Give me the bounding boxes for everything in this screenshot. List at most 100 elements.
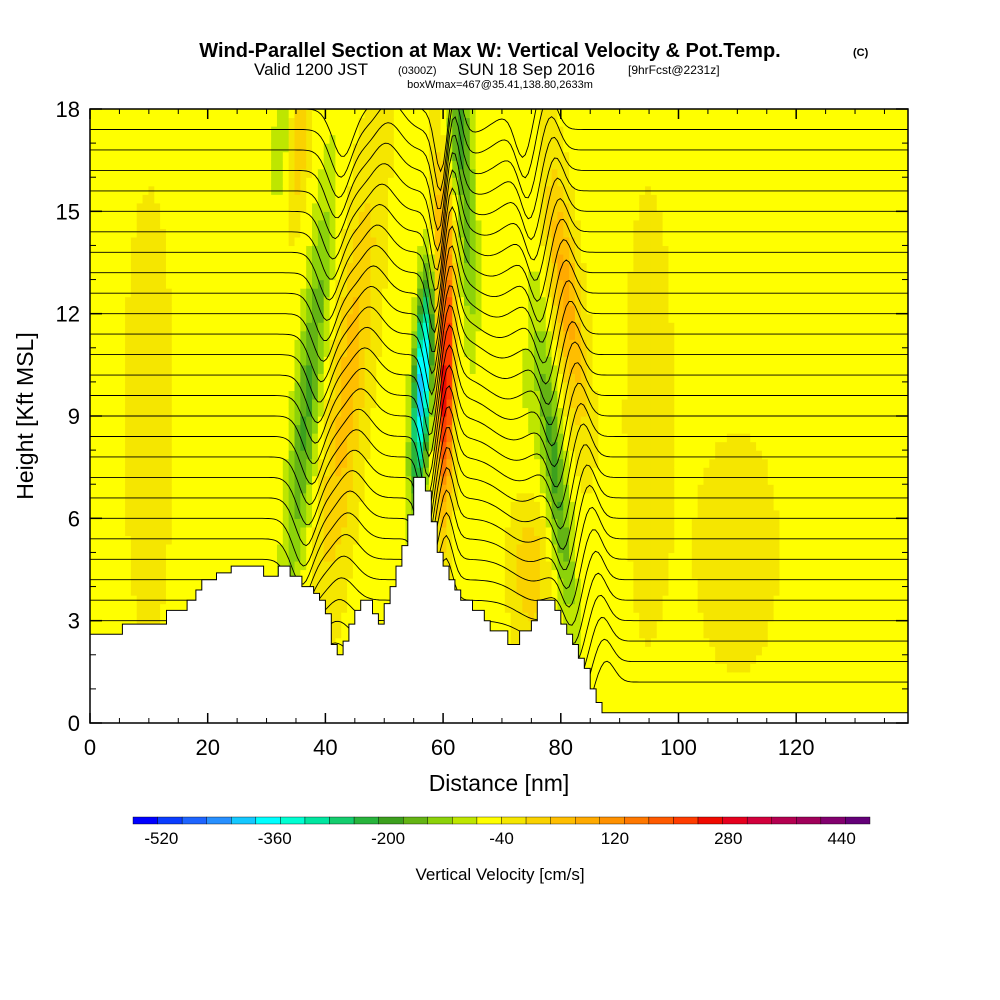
heat-cell xyxy=(165,228,173,238)
heat-cell xyxy=(101,202,109,212)
heat-cell xyxy=(218,330,225,340)
heat-cell xyxy=(95,450,103,460)
heat-cell xyxy=(347,526,354,536)
heat-cell xyxy=(125,330,132,340)
heat-cell xyxy=(101,134,109,144)
heat-cell xyxy=(130,501,138,511)
heat-cell xyxy=(358,143,366,153)
heat-cell xyxy=(411,202,418,212)
heat-cell xyxy=(469,390,477,400)
heat-cell xyxy=(241,288,249,298)
heat-cell xyxy=(276,458,284,468)
heat-cell xyxy=(335,586,342,596)
heat-cell xyxy=(347,458,354,468)
heat-cell xyxy=(265,501,272,511)
heat-cell xyxy=(405,484,412,494)
heat-cell xyxy=(201,458,208,468)
heat-cell xyxy=(206,381,214,392)
heat-cell xyxy=(282,245,290,255)
heat-cell xyxy=(259,441,266,451)
heat-cell xyxy=(294,484,301,494)
heat-cell xyxy=(364,202,372,212)
heat-cell xyxy=(428,236,436,247)
heat-cell xyxy=(206,339,214,349)
heat-cell xyxy=(458,467,465,477)
heat-cell xyxy=(206,168,214,178)
heat-cell xyxy=(446,211,453,221)
heat-cell xyxy=(405,330,412,340)
heat-cell xyxy=(358,151,366,161)
heat-cell xyxy=(493,612,500,622)
heat-cell xyxy=(165,586,173,596)
heat-cell xyxy=(148,322,155,332)
heat-cell xyxy=(352,262,360,272)
heat-cell xyxy=(259,330,266,340)
heat-cell xyxy=(364,381,372,392)
heat-cell xyxy=(382,245,389,255)
heat-cell xyxy=(458,433,465,443)
heat-cell xyxy=(265,194,272,204)
heat-cell xyxy=(446,433,453,443)
heat-cell xyxy=(276,117,284,127)
heat-cell xyxy=(218,219,225,229)
heat-cell xyxy=(423,458,430,468)
heat-cell xyxy=(136,560,144,571)
heat-cell xyxy=(142,305,150,315)
heat-cell xyxy=(294,569,301,579)
heat-cell xyxy=(335,569,342,579)
heat-cell xyxy=(329,245,336,255)
heat-cell xyxy=(136,501,144,511)
heat-cell xyxy=(347,475,354,485)
heat-cell xyxy=(171,134,179,144)
heat-cell xyxy=(440,398,448,409)
heat-cell xyxy=(323,364,331,374)
heat-cell xyxy=(487,296,494,306)
heat-cell xyxy=(265,407,272,417)
heat-cell xyxy=(376,603,383,613)
heat-cell xyxy=(271,262,278,272)
heat-cell xyxy=(136,151,144,161)
heat-cell xyxy=(434,288,442,298)
heat-cell xyxy=(265,381,272,392)
heat-cell xyxy=(230,134,237,144)
heat-cell xyxy=(440,458,448,468)
heat-cell xyxy=(428,296,436,306)
heat-cell xyxy=(382,416,389,426)
heat-cell xyxy=(253,313,261,323)
heat-cell xyxy=(405,296,412,306)
heat-cell xyxy=(294,109,301,119)
heat-cell xyxy=(405,381,412,392)
heat-cell xyxy=(382,211,389,221)
heat-cell xyxy=(113,629,120,639)
heat-cell xyxy=(241,441,249,451)
heat-cell xyxy=(393,202,401,212)
heat-cell xyxy=(294,441,301,451)
heat-cell xyxy=(370,253,377,264)
heat-cell xyxy=(154,586,161,596)
heat-cell xyxy=(423,296,430,306)
heat-cell xyxy=(113,535,120,545)
heat-cell xyxy=(113,603,120,613)
heat-cell xyxy=(90,143,97,153)
heat-cell xyxy=(434,168,442,178)
heat-cell xyxy=(458,296,465,306)
heat-cell xyxy=(154,117,161,127)
heat-cell xyxy=(317,126,325,136)
heat-cell xyxy=(329,202,336,212)
heat-cell xyxy=(370,535,377,545)
heat-cell xyxy=(335,518,342,528)
heat-cell xyxy=(236,535,243,545)
heat-cell xyxy=(288,364,296,374)
heat-cell xyxy=(323,501,331,511)
heat-cell xyxy=(475,509,483,519)
heat-cell xyxy=(276,518,284,528)
heat-cell xyxy=(487,364,494,374)
heat-cell xyxy=(142,109,150,119)
heat-cell xyxy=(107,390,114,400)
heat-cell xyxy=(294,416,301,426)
heat-cell xyxy=(148,356,155,366)
heat-cell xyxy=(405,509,412,519)
heat-cell xyxy=(241,177,249,187)
heat-cell xyxy=(487,168,494,178)
heat-cell xyxy=(411,134,418,144)
